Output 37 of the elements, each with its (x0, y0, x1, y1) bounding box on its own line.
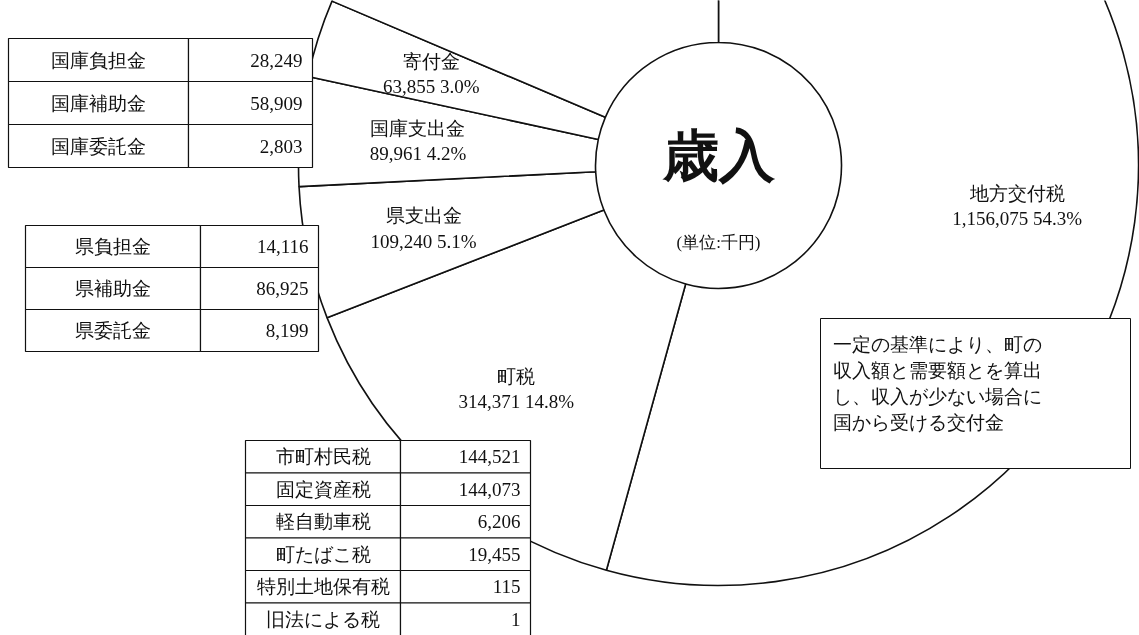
text: 144,073 (458, 478, 521, 500)
text: 115 (492, 576, 521, 598)
text: 1 (511, 608, 521, 630)
slice-label: 国庫支出金 (370, 117, 466, 139)
text: 一定の基準により、町の収入額と需要額とを算出し、収入が少ない場合に国から受ける交付金 (832, 333, 1042, 434)
text: 19,455 (468, 543, 521, 565)
text: 特別土地保有税 (256, 576, 390, 598)
text: 歳入 (661, 123, 776, 188)
text: 町たばこ税 (275, 543, 371, 565)
data-label: 89,961 4.2% (369, 143, 467, 164)
text: 軽自動車税 (275, 511, 371, 533)
text: (単位:千円) (676, 233, 761, 252)
text: 市町村民税 (275, 446, 371, 468)
text: 県補助金 (75, 278, 151, 299)
text: 県負担金 (75, 236, 151, 257)
data-label: 63,855 3.0% (382, 76, 480, 98)
text: 県委託金 (75, 320, 151, 341)
text: 固定資産税 (275, 478, 371, 500)
slice-label: 地方交付税 (968, 183, 1065, 205)
slice-label: 県支出金 (385, 205, 462, 227)
text: 58,909 (250, 92, 303, 114)
text: 旧法による税 (266, 608, 380, 630)
slice-label: 町税 (497, 366, 536, 388)
text: 国庫負担金 (51, 49, 146, 71)
data-label: 1,156,075 54.3% (952, 208, 1083, 230)
text: 144,521 (458, 446, 521, 468)
text: 6,206 (477, 511, 521, 533)
text: 国庫委託金 (51, 135, 146, 157)
data-label: 314,371 14.8% (458, 391, 575, 413)
text: 8,199 (265, 320, 309, 341)
data-label: 109,240 5.1% (370, 230, 477, 252)
text: 86,925 (256, 278, 309, 299)
text: 28,249 (250, 49, 303, 71)
text: 2,803 (259, 135, 303, 157)
slice-label: 寄付金 (402, 51, 460, 73)
text: 国庫補助金 (51, 92, 146, 114)
text: 14,116 (256, 236, 309, 257)
